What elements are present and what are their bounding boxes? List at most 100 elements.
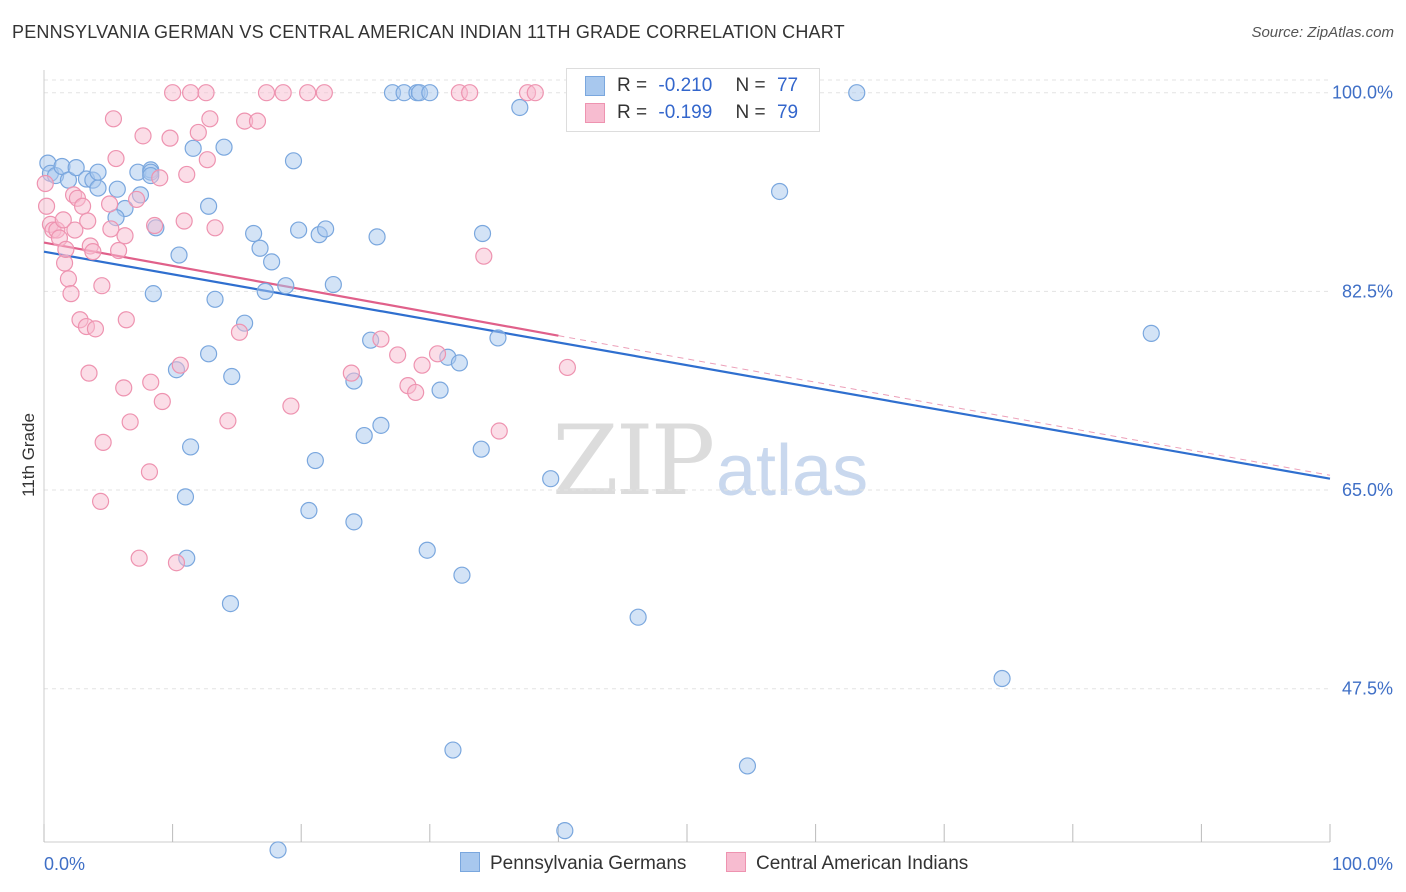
point-pennsylvania-germans — [215, 138, 233, 156]
point-central-american-indians — [36, 174, 54, 193]
point-pennsylvania-germans — [277, 277, 295, 295]
point-central-american-indians — [257, 84, 276, 102]
legend-swatch-pink — [585, 102, 605, 123]
y-tick-label: 47.5% — [1342, 679, 1393, 699]
point-central-american-indians — [104, 110, 123, 128]
point-central-american-indians — [230, 323, 249, 341]
point-pennsylvania-germans — [89, 163, 107, 181]
point-pennsylvania-germans — [206, 290, 224, 308]
point-central-american-indians — [109, 241, 128, 260]
point-pennsylvania-germans — [444, 741, 462, 759]
trend-lines — [43, 241, 1331, 480]
point-central-american-indians — [117, 311, 135, 329]
point-central-american-indians — [248, 112, 267, 130]
point-pennsylvania-germans — [300, 501, 318, 520]
point-central-american-indians — [428, 345, 447, 363]
point-pennsylvania-germans — [489, 329, 507, 347]
point-central-american-indians — [189, 123, 207, 142]
point-pennsylvania-germans — [770, 182, 789, 201]
series-swatch-pink — [726, 852, 746, 872]
point-pennsylvania-germans — [221, 594, 240, 613]
x-tick-label: 100.0% — [1332, 854, 1393, 874]
point-pennsylvania-germans — [738, 757, 757, 775]
point-central-american-indians — [66, 221, 84, 239]
point-central-american-indians — [372, 330, 390, 348]
point-central-american-indians — [80, 364, 98, 382]
point-central-american-indians — [57, 240, 75, 258]
legend-n-value: 77 — [776, 75, 799, 96]
point-central-american-indians — [413, 356, 431, 374]
point-central-american-indians — [59, 270, 78, 288]
point-central-american-indians — [121, 413, 139, 431]
point-central-american-indians — [130, 549, 148, 567]
point-central-american-indians — [490, 422, 508, 440]
point-central-american-indians — [182, 84, 200, 102]
point-pennsylvania-germans — [170, 246, 188, 264]
point-central-american-indians — [107, 149, 125, 168]
point-pennsylvania-germans — [993, 669, 1011, 688]
point-pennsylvania-germans — [848, 84, 866, 102]
point-central-american-indians — [115, 379, 133, 397]
series-name: Central American Indians — [756, 853, 969, 874]
legend-row-central-american-indians: R = -0.199 N = 79 — [585, 102, 798, 126]
point-pennsylvania-germans — [200, 197, 218, 215]
point-central-american-indians — [274, 84, 292, 102]
chart-source: Source: ZipAtlas.com — [1251, 24, 1394, 41]
series-legend-pennsylvania-germans: Pennsylvania Germans — [460, 852, 686, 875]
chart-title: PENNSYLVANIA GERMAN VS CENTRAL AMERICAN … — [12, 22, 845, 42]
point-pennsylvania-germans — [473, 224, 492, 243]
point-central-american-indians — [116, 227, 134, 245]
point-central-american-indians — [342, 364, 360, 382]
point-central-american-indians — [145, 216, 164, 235]
point-pennsylvania-germans — [89, 179, 107, 197]
point-pennsylvania-germans — [200, 345, 218, 363]
point-central-american-indians — [140, 463, 159, 481]
point-central-american-indians — [171, 356, 189, 374]
point-central-american-indians — [178, 165, 196, 184]
point-central-american-indians — [79, 212, 97, 230]
point-central-american-indians — [526, 84, 544, 102]
y-axis-label: 11th Grade — [19, 413, 38, 497]
legend-n-label: N = — [735, 102, 766, 123]
legend-row-pennsylvania-germans: R = -0.210 N = 77 — [585, 75, 798, 99]
point-central-american-indians — [282, 397, 300, 415]
point-central-american-indians — [37, 197, 56, 215]
point-pennsylvania-germans — [251, 239, 269, 257]
point-central-american-indians — [86, 320, 105, 338]
point-pennsylvania-germans — [418, 541, 436, 559]
legend-r-value: -0.210 — [658, 75, 713, 96]
point-central-american-indians — [475, 247, 493, 265]
point-pennsylvania-germans — [472, 440, 490, 458]
y-tick-label: 100.0% — [1332, 83, 1393, 103]
point-central-american-indians — [461, 84, 479, 102]
point-central-american-indians — [142, 373, 160, 391]
point-pennsylvania-germans — [324, 275, 342, 294]
point-pennsylvania-germans — [184, 139, 202, 157]
point-pennsylvania-germans — [245, 224, 263, 243]
trend-line-pennsylvania-germans — [43, 250, 1331, 480]
grid-lines — [44, 79, 1330, 690]
legend-n-label: N = — [735, 75, 766, 96]
point-pennsylvania-germans — [556, 822, 574, 840]
point-pennsylvania-germans — [182, 438, 200, 456]
point-central-american-indians — [389, 346, 407, 364]
point-pennsylvania-germans — [453, 566, 471, 584]
legend-r-value: -0.199 — [658, 102, 713, 123]
point-central-american-indians — [164, 84, 182, 102]
series-name: Pennsylvania Germans — [490, 853, 687, 874]
point-pennsylvania-germans — [269, 841, 287, 859]
y-tick-label: 65.0% — [1342, 480, 1393, 500]
point-central-american-indians — [198, 151, 216, 169]
point-pennsylvania-germans — [284, 152, 303, 170]
y-tick-label: 82.5% — [1342, 281, 1393, 301]
point-central-american-indians — [54, 211, 72, 229]
point-pennsylvania-germans — [256, 282, 274, 300]
point-central-american-indians — [102, 220, 120, 238]
point-central-american-indians — [73, 197, 92, 215]
point-pennsylvania-germans — [290, 221, 308, 239]
axis-labels: 47.5% 65.0% 82.5% 100.0% 0.0% 100.0% 11th Grad… — [19, 83, 1393, 874]
data-points — [36, 84, 1160, 859]
point-pennsylvania-germans — [372, 416, 390, 434]
x-tick-label: 0.0% — [44, 854, 85, 874]
